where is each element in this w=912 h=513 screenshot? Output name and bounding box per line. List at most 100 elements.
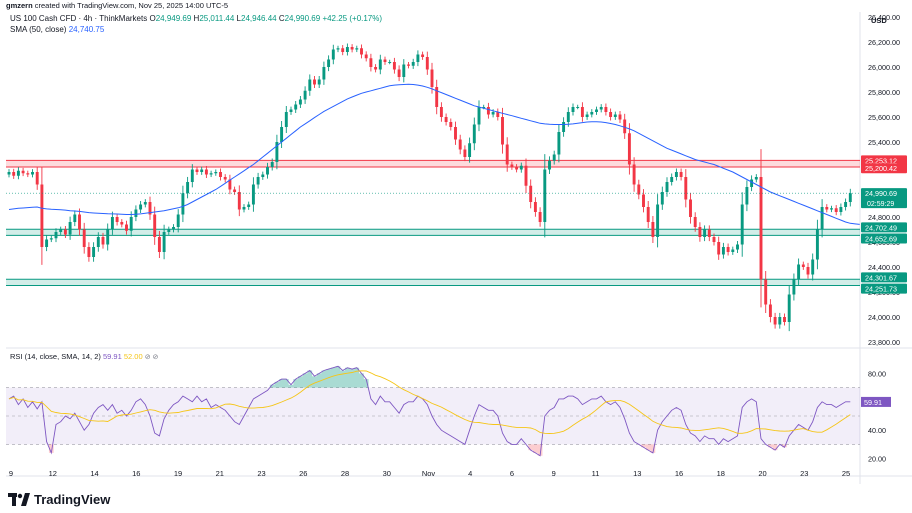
candle bbox=[674, 168, 678, 181]
candle-body bbox=[787, 294, 791, 322]
candle-body bbox=[266, 167, 269, 175]
x-tick-label: 30 bbox=[383, 469, 391, 478]
symbol-name[interactable]: US 100 Cash CFD · 4h · ThinkMarkets bbox=[10, 14, 148, 23]
candle bbox=[764, 271, 768, 313]
candle-body bbox=[839, 207, 843, 212]
visibility-icon[interactable]: ⊘ ⊘ bbox=[144, 354, 159, 361]
candle-body bbox=[524, 165, 528, 186]
candle bbox=[830, 205, 833, 213]
y-tick-label: 26,200.00 bbox=[868, 38, 900, 47]
candle bbox=[637, 179, 641, 200]
candle-body bbox=[237, 192, 241, 210]
candle-body bbox=[261, 174, 265, 177]
candle bbox=[228, 174, 232, 195]
candle bbox=[317, 76, 321, 88]
candle-body bbox=[345, 47, 349, 52]
candle-body bbox=[477, 107, 481, 125]
candle bbox=[134, 205, 138, 222]
candle bbox=[731, 246, 735, 255]
rsi-legend[interactable]: RSI (14, close, SMA, 14, 2) 59.91 52.00 … bbox=[10, 352, 158, 361]
candle bbox=[63, 226, 67, 238]
candle bbox=[609, 108, 613, 121]
rsi-tick-label: 20.00 bbox=[868, 455, 886, 464]
candle bbox=[623, 113, 627, 139]
candle bbox=[148, 196, 152, 220]
candle-body bbox=[515, 167, 519, 170]
candle-body bbox=[703, 229, 707, 237]
candle bbox=[726, 243, 730, 256]
candle bbox=[298, 96, 302, 108]
candle-body bbox=[740, 204, 744, 245]
currency-label[interactable]: USD bbox=[871, 16, 887, 25]
candle-body bbox=[148, 202, 152, 215]
candle-body bbox=[627, 133, 631, 165]
support1-lower-tag: 24,652.69 bbox=[865, 235, 897, 244]
candle bbox=[468, 137, 472, 163]
candle bbox=[524, 158, 528, 193]
candle-body bbox=[82, 229, 86, 247]
candle bbox=[651, 216, 655, 243]
candle bbox=[7, 169, 11, 178]
candle-body bbox=[16, 170, 20, 176]
candle-body bbox=[336, 48, 340, 50]
candle-body bbox=[228, 179, 232, 190]
x-tick-label: 9 bbox=[9, 469, 13, 478]
candle bbox=[548, 156, 551, 174]
candle-body bbox=[139, 204, 143, 210]
candle bbox=[280, 121, 284, 148]
candle-body bbox=[31, 172, 34, 175]
candle-body bbox=[783, 317, 786, 322]
candle-body bbox=[815, 229, 819, 260]
candle-body bbox=[96, 237, 100, 247]
candle bbox=[783, 313, 786, 326]
candle bbox=[580, 102, 584, 122]
candle bbox=[717, 236, 721, 260]
rsi-value: 59.91 bbox=[102, 352, 122, 361]
candle-body bbox=[167, 229, 171, 232]
y-tick-label: 24,000.00 bbox=[868, 313, 900, 322]
candle bbox=[407, 61, 410, 69]
x-tick-label: 28 bbox=[341, 469, 349, 478]
tradingview-logo: TradingView bbox=[8, 492, 110, 507]
candle-body bbox=[59, 229, 63, 232]
low-value: 24,946.44 bbox=[241, 14, 277, 23]
candle bbox=[613, 111, 617, 120]
candle-body bbox=[806, 267, 810, 275]
candle-body bbox=[153, 214, 157, 237]
candle bbox=[87, 242, 91, 262]
x-tick-label: 26 bbox=[299, 469, 307, 478]
candle bbox=[383, 56, 387, 65]
candle bbox=[157, 231, 161, 258]
candle bbox=[458, 134, 462, 155]
candle-body bbox=[411, 62, 415, 66]
candle bbox=[139, 201, 143, 213]
candle-body bbox=[491, 112, 495, 115]
candle bbox=[510, 161, 514, 170]
candle bbox=[78, 208, 81, 236]
candle bbox=[566, 107, 570, 127]
candle-body bbox=[707, 229, 711, 237]
candle-body bbox=[369, 58, 373, 67]
candle-body bbox=[834, 208, 838, 212]
candle bbox=[745, 180, 749, 212]
candle bbox=[110, 211, 114, 235]
candle-body bbox=[331, 49, 335, 60]
support2-upper-tag-bg bbox=[861, 272, 907, 283]
candle-body bbox=[684, 177, 688, 200]
candle-body bbox=[632, 164, 636, 185]
candle bbox=[754, 174, 758, 183]
resistance-lower-tag: 25,200.42 bbox=[865, 164, 897, 173]
candle bbox=[618, 111, 622, 123]
rsi-label: RSI (14, close, SMA, 14, 2) bbox=[10, 352, 101, 361]
candle bbox=[529, 179, 533, 209]
low-label: L bbox=[236, 14, 241, 23]
candle bbox=[543, 154, 547, 238]
candle-body bbox=[651, 222, 655, 237]
rsi-oversold-fill bbox=[48, 444, 787, 456]
candle-body bbox=[468, 143, 472, 157]
candle bbox=[750, 175, 754, 192]
candle-body bbox=[190, 169, 194, 182]
sma-legend[interactable]: SMA (50, close) 24,740.75 bbox=[10, 25, 104, 34]
candle-body bbox=[313, 79, 316, 85]
